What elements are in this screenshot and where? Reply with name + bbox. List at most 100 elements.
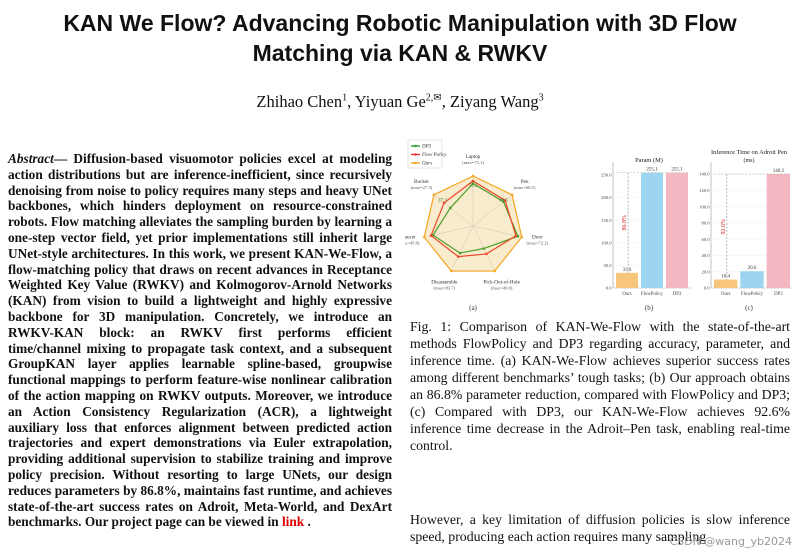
abstract-label: Abstract [8, 151, 54, 166]
y-tick-label: 100.0 [699, 204, 710, 209]
chart-title: Param (M) [635, 157, 663, 164]
abstract: Abstract— Diffusion-based visuomotor pol… [8, 151, 392, 530]
x-tick-label: FlowPolicy [641, 292, 664, 297]
radar-value-label: 66.5 [499, 199, 508, 204]
radar-point [431, 233, 435, 237]
radar-point [456, 255, 460, 258]
radar-axis-label: Pick-Out-of-Hole [483, 278, 520, 285]
radar-value-label: 27.3 [438, 199, 447, 204]
abstract-end: . [304, 514, 311, 530]
radar-point [514, 234, 518, 238]
radar-point [516, 234, 520, 238]
y-tick-label: 140.0 [699, 172, 710, 177]
y-tick-label: 50.0 [603, 263, 612, 268]
radar-axis-label: Bucket [414, 179, 429, 185]
radar-axis-max: (max=27.3) [411, 185, 433, 190]
legend-marker [414, 161, 417, 165]
bar-value-label: 10.4 [721, 275, 730, 280]
reduction-label: 92.6% [721, 219, 727, 235]
radar-point [471, 174, 475, 178]
radar-axis-max: (max=45.0) [405, 241, 420, 246]
panel-label: (b) [645, 304, 654, 312]
y-tick-label: 80.0 [701, 221, 710, 226]
reduction-label: 86.8% [622, 215, 628, 231]
radar-axis-label: Faucet [405, 235, 416, 241]
radar-value-label: 73.1 [469, 184, 478, 189]
radar-point [442, 201, 446, 205]
radar-point [503, 199, 507, 202]
x-tick-label: DP3 [774, 292, 783, 297]
radar-point [520, 235, 524, 239]
radar-spoke [472, 225, 522, 238]
bar-value-label: 20.6 [748, 266, 757, 271]
author-3-name: Ziyang Wang [449, 92, 539, 111]
y-tick-label: 40.0 [701, 253, 710, 258]
author-list: Zhihao Chen1, Yiyuan Ge2,✉, Ziyang Wang3 [256, 92, 544, 111]
radar-axis-max: (max=66.5) [514, 185, 536, 190]
radar-point [510, 193, 514, 197]
title-line-2: Matching via KAN & RWKV [252, 40, 548, 66]
legend-label: Ours [422, 162, 432, 167]
legend-marker [414, 153, 417, 156]
body-paragraph: However, a key limitation of diffusion p… [410, 512, 790, 544]
radar-axis-max: (max=72.2) [527, 241, 549, 246]
radar-point [422, 235, 426, 239]
bar-flowpolicy [641, 172, 663, 288]
title-line-1: KAN We Flow? Advancing Robotic Manipulat… [63, 10, 737, 36]
x-tick-label: Ours [622, 292, 631, 297]
radar-point [471, 179, 475, 183]
x-tick-label: DP3 [673, 292, 682, 297]
radar-axis-label: Pen [521, 179, 529, 185]
radar-point [450, 269, 453, 273]
y-tick-label: 200.0 [601, 195, 612, 200]
bar-dp3 [766, 173, 790, 288]
radar-series-ours [423, 175, 523, 272]
radar-axis-label: Disassemble [431, 279, 458, 285]
bar-value-label: 255.1 [646, 168, 658, 173]
radar-axis-max: (max=49.0) [491, 285, 513, 290]
author-3-affil: 3 [538, 92, 544, 104]
author-2-affil: 2,✉ [425, 92, 442, 104]
radar-legend: DP3 Flow Policy Ours [407, 139, 447, 169]
author-2-name: Yiyuan Ge [354, 92, 426, 111]
y-tick-label: 250.0 [601, 173, 612, 178]
paper-title: KAN We Flow? Advancing Robotic Manipulat… [0, 8, 800, 68]
bar-dp3 [666, 172, 688, 288]
author-1-affil: 1 [342, 92, 348, 104]
figure-1: Laptop(max=73.1) Pen(max=66.5) Door(max=72… [405, 139, 793, 312]
radar-point [493, 269, 496, 273]
radar-axis-label: Door [532, 235, 543, 241]
y-tick-label: 60.0 [701, 237, 710, 242]
radar-spoke [451, 225, 474, 272]
inference-bar-chart: Inference Time on Adroit Pen(ms) 0.0 20.0 4… [699, 149, 793, 312]
y-tick-label: 100.0 [601, 240, 612, 245]
radar-axis-max: (max=83.7) [434, 285, 456, 290]
abstract-text: — Diffusion-based visuomotor policies ex… [8, 151, 392, 530]
y-tick-label: 120.0 [699, 188, 710, 193]
bar-ours [616, 272, 638, 288]
project-page-link[interactable]: link [281, 514, 305, 530]
radar-point [471, 182, 475, 185]
watermark: CSDN @wang_yb2024 [669, 535, 792, 548]
x-tick-label: Ours [721, 292, 730, 297]
bar-ours [714, 279, 738, 288]
radar-point [432, 193, 436, 197]
figure-caption: Fig. 1: Comparison of KAN-We-Flow with t… [410, 319, 790, 453]
panel-label: (a) [469, 304, 477, 312]
bar-value-label: 140.2 [773, 169, 785, 174]
param-bar-chart: Param (M) 0.0 50.0 100.0 150.0 200.0 250.0 33.6… [601, 157, 691, 312]
legend-marker [414, 144, 417, 148]
radar-point [482, 247, 486, 250]
y-tick-label: 150.0 [601, 218, 612, 223]
radar-series-flow-policy [430, 180, 517, 258]
radar-point [449, 206, 452, 210]
y-tick-label: 0.0 [704, 286, 710, 291]
radar-point [429, 234, 433, 237]
bar-value-label: 255.1 [671, 168, 683, 173]
legend-label: Flow Policy [421, 153, 447, 158]
x-tick-label: FlowPolicy [741, 292, 764, 297]
chart-title: Inference Time on Adroit Pen [711, 149, 788, 156]
author-1-name: Zhihao Chen [256, 92, 343, 111]
y-tick-label: 20.0 [701, 269, 710, 274]
radar-series-dp3 [432, 182, 519, 254]
